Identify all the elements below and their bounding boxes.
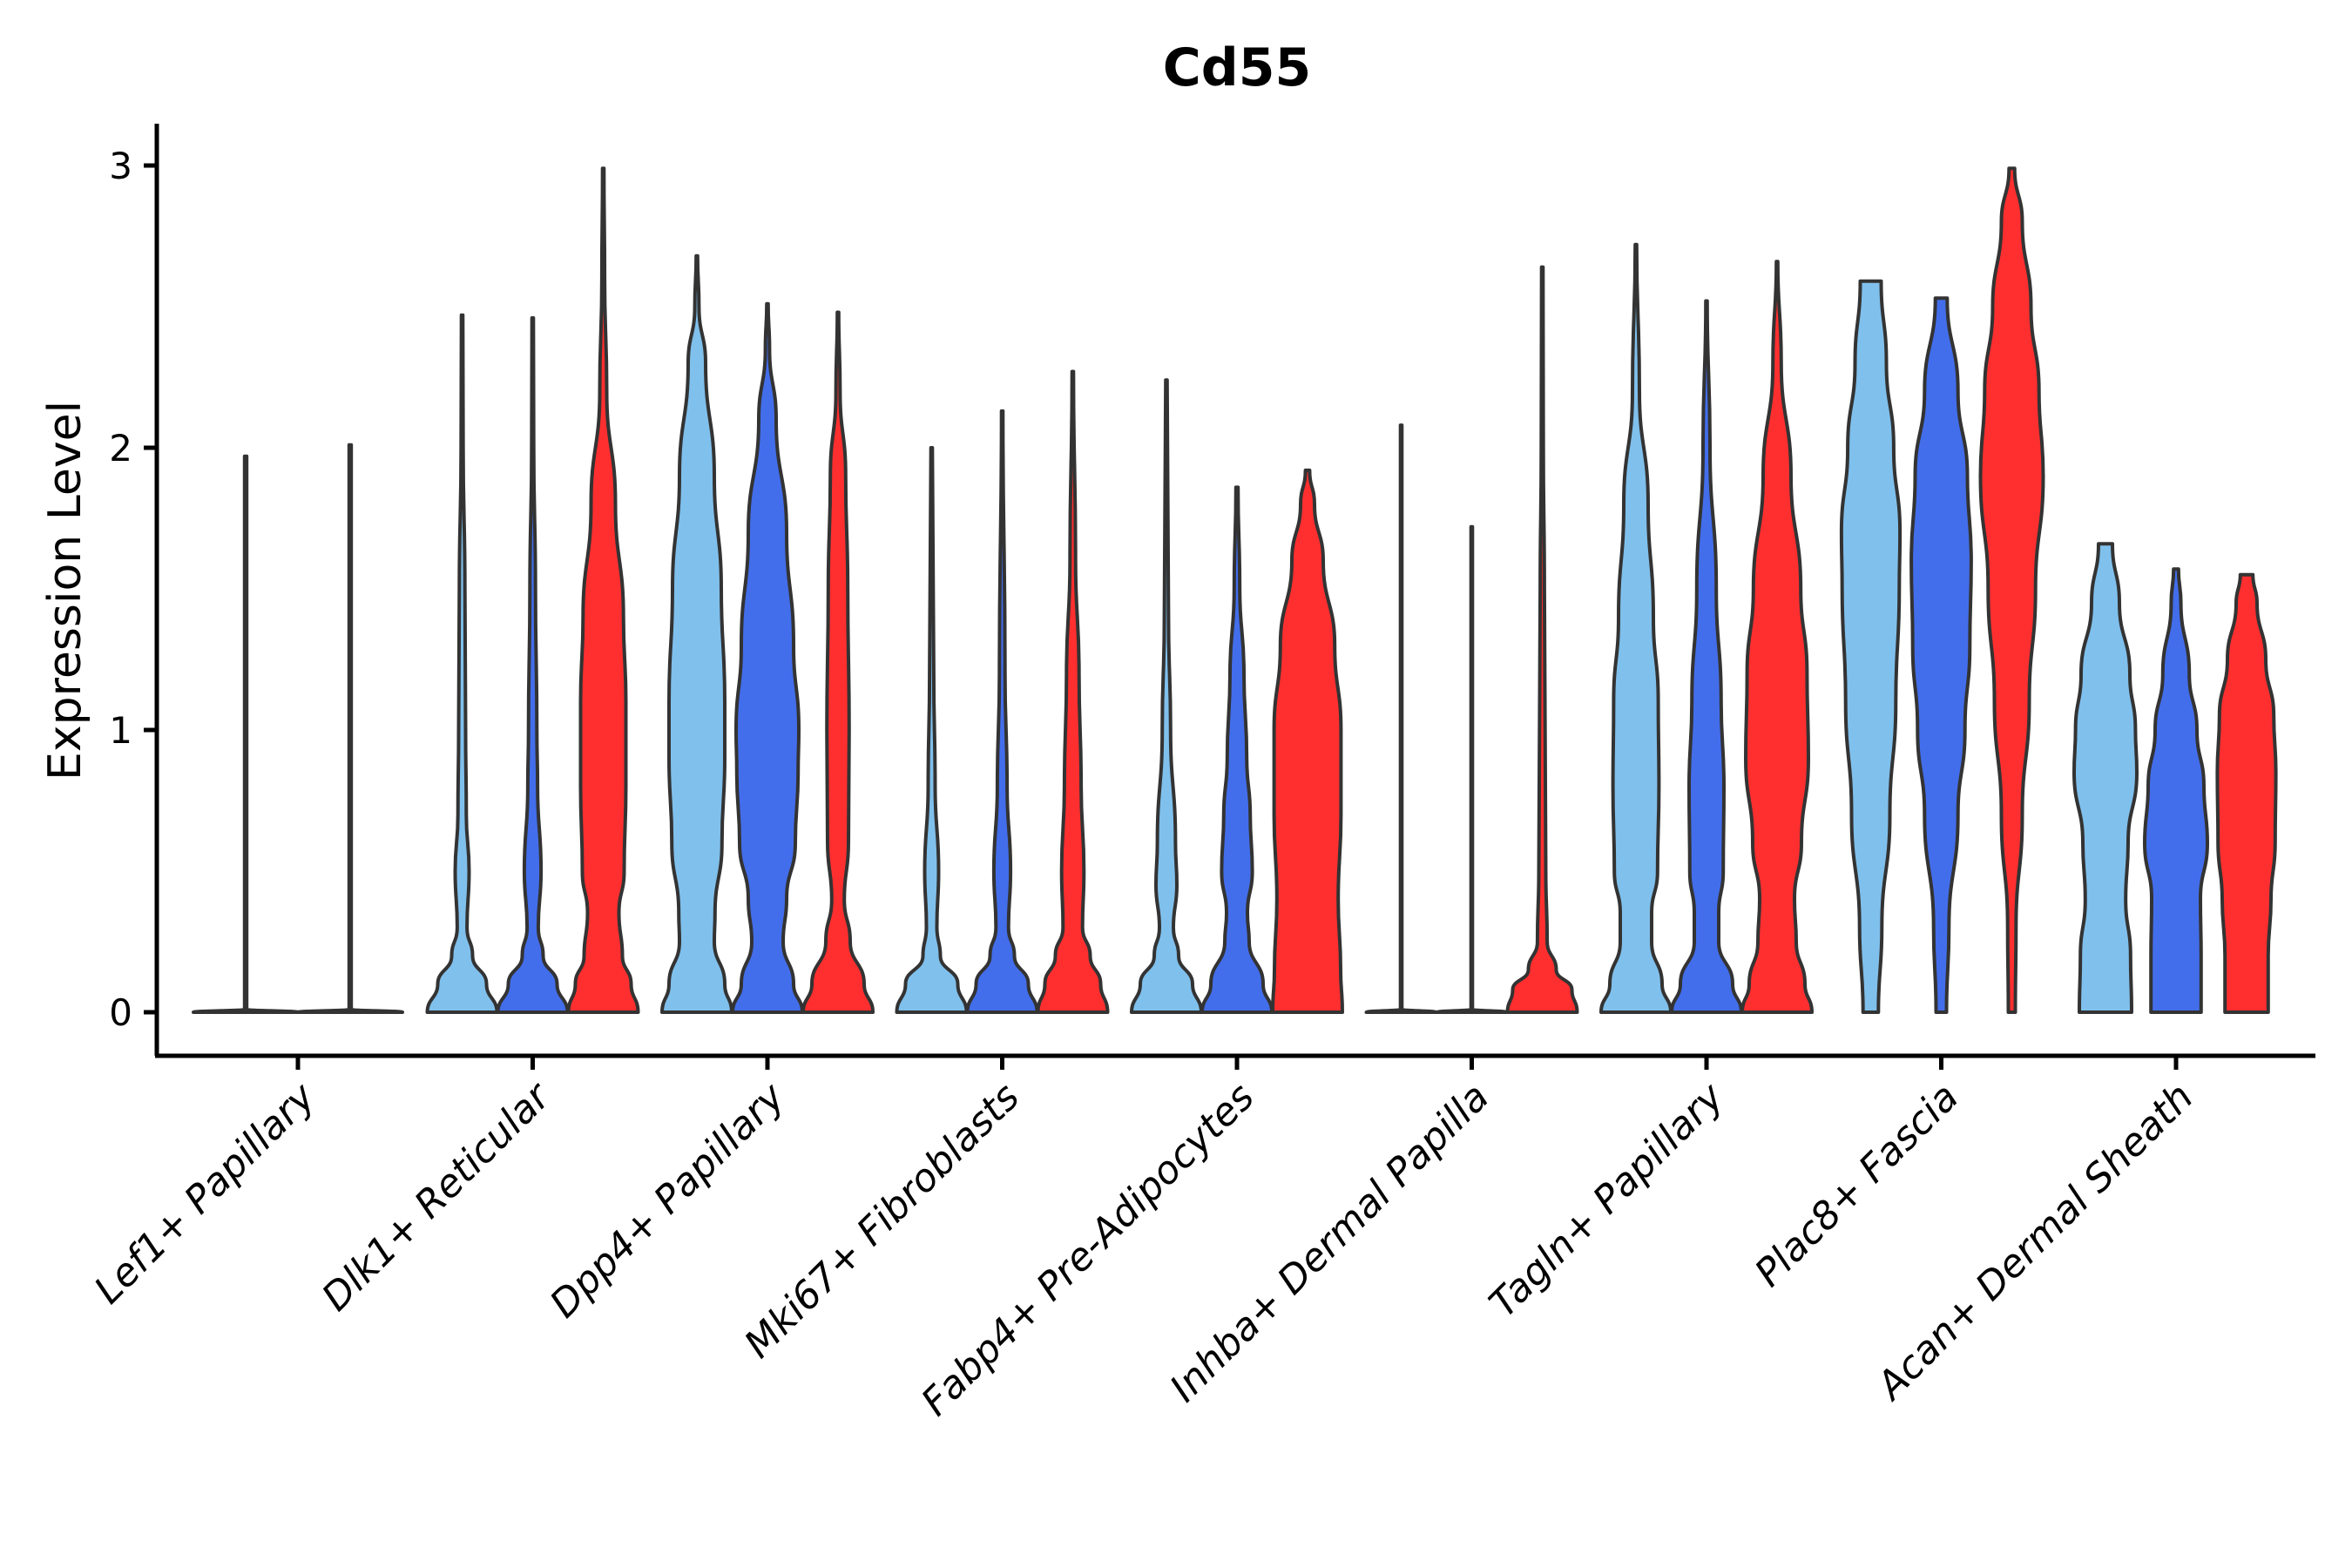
y-tick-label: 2 (109, 427, 132, 470)
violins-layer (192, 166, 2278, 1014)
violin-acan-dermal-sheath-2 (2143, 567, 2209, 1014)
violin-tagln-papillary-1 (1599, 242, 1673, 1014)
x-tick-label: Plac8+ Fascia (1747, 1075, 1967, 1295)
violin-dlk1-reticular-1 (425, 313, 499, 1014)
violin-dlk1-reticular-2 (496, 316, 570, 1014)
y-tick-label: 3 (109, 145, 132, 187)
x-tick-label: Lef1+ Papillary (86, 1074, 325, 1313)
violin-lef1-papillary-2 (296, 443, 404, 1014)
y-ticks: 0 1 2 3 (109, 145, 157, 1034)
x-tick-label: Dpp4+ Papillary (542, 1074, 794, 1327)
violin-dlk1-reticular-3 (566, 166, 640, 1014)
violin-inhba-dermal-papilla-3 (1505, 265, 1579, 1014)
violin-inhba-dermal-papilla-2 (1435, 524, 1509, 1014)
y-tick-label: 1 (109, 709, 132, 752)
violin-fabp4-pre-adipocytes-2 (1200, 485, 1274, 1014)
violin-mki67-fibroblasts-1 (895, 446, 969, 1014)
violin-fabp4-pre-adipocytes-1 (1130, 378, 1203, 1014)
violin-plac8-fascia-2 (1909, 296, 1973, 1014)
violin-mki67-fibroblasts-2 (965, 409, 1039, 1014)
violin-dpp4-papillary-3 (801, 310, 875, 1014)
violin-inhba-dermal-papilla-1 (1364, 423, 1438, 1014)
x-tick-label: Tagln+ Papillary (1481, 1074, 1733, 1326)
violin-tagln-papillary-3 (1740, 260, 1814, 1014)
violin-fabp4-pre-adipocytes-3 (1271, 468, 1344, 1014)
violin-lef1-papillary-1 (192, 454, 300, 1014)
violin-dpp4-papillary-1 (660, 253, 733, 1014)
chart-title: Cd55 (1163, 37, 1311, 98)
violin-plac8-fascia-3 (1978, 166, 2045, 1014)
x-tick-label: Dlk1+ Reticular (314, 1073, 560, 1320)
violin-acan-dermal-sheath-1 (2072, 542, 2139, 1014)
violin-mki67-fibroblasts-3 (1036, 369, 1110, 1014)
violin-acan-dermal-sheath-3 (2215, 572, 2278, 1014)
violin-dpp4-papillary-2 (731, 301, 804, 1014)
y-tick-label: 0 (109, 991, 132, 1034)
y-axis-label: Expression Level (39, 401, 91, 781)
violin-tagln-papillary-2 (1670, 299, 1743, 1014)
violin-plac8-fascia-1 (1839, 279, 1903, 1014)
